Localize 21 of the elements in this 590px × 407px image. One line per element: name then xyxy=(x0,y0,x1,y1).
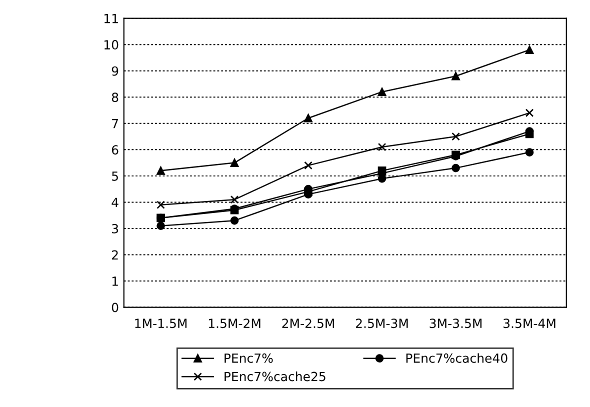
legend-label: PEnc7%cache40 xyxy=(406,353,508,363)
legend-label: PEnc7%cache25 xyxy=(224,372,326,382)
y-tick-label: 5 xyxy=(112,172,118,181)
y-tick-label: 10 xyxy=(104,40,118,50)
y-tick-label: 8 xyxy=(112,92,118,102)
y-tick-label: 0 xyxy=(112,302,118,312)
x-tick-label: 1M-1.5M xyxy=(135,318,187,328)
x-tick-label: 2M-2.5M xyxy=(282,318,334,328)
x-tick-label: 3.5M-4M xyxy=(504,318,556,328)
y-tick-label: 9 xyxy=(112,66,118,76)
y-tick-label: 1 xyxy=(112,276,118,286)
y-tick-label: 4 xyxy=(112,198,118,207)
y-tick-label: 7 xyxy=(112,119,118,128)
y-tick-label: 11 xyxy=(104,14,118,24)
x-tick-label: 1.5M-2M xyxy=(208,318,260,328)
y-tick-label: 3 xyxy=(112,224,118,234)
y-tick-label: 6 xyxy=(112,145,118,155)
y-tick-label: 2 xyxy=(112,250,118,260)
x-tick-label: 3M-3.5M xyxy=(430,318,482,328)
x-tick-label: 2.5M-3M xyxy=(356,318,408,328)
legend-label: PEnc7% xyxy=(224,353,273,363)
